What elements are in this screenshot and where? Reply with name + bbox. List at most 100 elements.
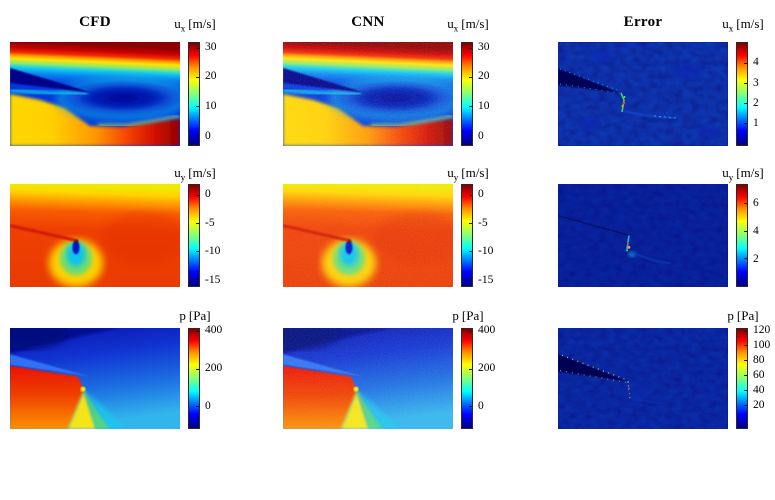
quantity-unit: [m/s]: [461, 165, 489, 180]
colorbar-tick-label: 4: [753, 56, 759, 69]
colorbar-gradient: [462, 185, 472, 286]
column-title-error: Error: [623, 14, 663, 30]
quantity-symbol: p: [452, 308, 459, 323]
quantity-symbol: u: [174, 165, 181, 180]
colorbar-tick-label: 120: [753, 323, 771, 336]
heatmap-uy-cfd: [10, 184, 180, 287]
colorbar-tick-mark: [469, 47, 472, 49]
colorbar-gradient: [737, 329, 747, 428]
quantity-subscript: x: [453, 23, 459, 34]
colorbar-tick-label: -10: [205, 245, 221, 258]
colorbar-tick-mark: [196, 134, 199, 136]
panel-ux-cnn: CNN ux [m/s] 30 20 10 0: [283, 12, 507, 148]
colorbar-tick-mark: [469, 278, 472, 280]
colorbar-tick-mark: [744, 404, 747, 406]
colorbar-tick-label: 10: [478, 99, 490, 112]
colorbar-tick-label: 1: [753, 117, 759, 130]
quantity-unit: [Pa]: [736, 308, 759, 323]
colorbar-tick-label: 0: [478, 188, 484, 201]
colorbar-tick-mark: [744, 82, 747, 84]
colorbar-tick-label: 100: [753, 338, 771, 351]
colorbar-gradient: [737, 43, 747, 145]
colorbar-tick-mark: [196, 223, 199, 225]
colorbar-gradient: [462, 43, 472, 145]
colorbar-ticks: 0 -5 -10 -15: [478, 184, 508, 287]
colorbar-tick-mark: [744, 360, 747, 362]
colorbar: [736, 184, 748, 287]
colorbar-gradient: [189, 329, 199, 428]
colorbar-ticks: 4 3 2 1: [753, 42, 775, 146]
quantity-unit: [m/s]: [188, 16, 216, 31]
quantity-symbol: u: [722, 165, 729, 180]
quantity-unit: [m/s]: [736, 165, 764, 180]
colorbar-tick-label: 400: [205, 324, 223, 337]
panel-p-cfd: p [Pa] 400 200 0: [10, 300, 234, 430]
colorbar-tick-mark: [744, 330, 747, 332]
heatmap-ux-error: [558, 42, 728, 146]
colorbar-tick-label: 2: [753, 252, 759, 265]
colorbar: [736, 328, 748, 429]
colorbar-tick-label: 3: [753, 76, 759, 89]
colorbar-tick-mark: [469, 330, 472, 332]
colorbar-tick-label: 20: [478, 70, 490, 83]
colorbar: [188, 328, 200, 429]
heatmap-svg: [10, 328, 180, 429]
colorbar-gradient: [462, 329, 472, 428]
colorbar-tick-label: 4: [753, 224, 759, 237]
colorbar-label: uy [m/s]: [150, 165, 240, 183]
quantity-subscript: x: [728, 23, 734, 34]
heatmap-svg: [558, 184, 728, 287]
colorbar-tick-label: -15: [478, 273, 494, 286]
colorbar-tick-label: 20: [753, 399, 765, 412]
panel-ux-cfd: CFD ux [m/s] 30 20 10 0: [10, 12, 234, 148]
colorbar-tick-label: -5: [478, 217, 488, 230]
colorbar-tick-mark: [469, 105, 472, 107]
quantity-unit: [m/s]: [188, 165, 216, 180]
colorbar-tick-label: 30: [205, 40, 217, 53]
colorbar-tick-mark: [744, 102, 747, 104]
colorbar-tick-label: -5: [205, 217, 215, 230]
colorbar-ticks: 120 100 80 60 40 20: [753, 324, 775, 429]
panel-p-cnn: p [Pa] 400 200 0: [283, 300, 507, 430]
colorbar-tick-mark: [469, 76, 472, 78]
heatmap-p-cnn: [283, 328, 453, 429]
quantity-subscript: x: [180, 23, 186, 34]
colorbar-tick-label: 80: [753, 353, 765, 366]
quantity-unit: [m/s]: [736, 16, 764, 31]
colorbar-tick-mark: [196, 278, 199, 280]
colorbar: [461, 184, 473, 287]
colorbar: [461, 42, 473, 146]
colorbar-gradient: [189, 43, 199, 145]
quantity-symbol: p: [727, 308, 734, 323]
colorbar-tick-mark: [469, 134, 472, 136]
colorbar: [736, 42, 748, 146]
colorbar-label: ux [m/s]: [698, 16, 775, 34]
colorbar-tick-mark: [744, 258, 747, 260]
heatmap-ux-cnn: [283, 42, 453, 146]
colorbar-tick-mark: [196, 195, 199, 197]
colorbar-tick-label: 200: [478, 362, 496, 375]
column-title-cfd: CFD: [79, 14, 111, 30]
colorbar-tick-label: 40: [753, 384, 765, 397]
quantity-symbol: u: [174, 16, 181, 31]
quantity-unit: [Pa]: [461, 308, 484, 323]
panel-uy-cfd: uy [m/s] 0 -5 -10 -15: [10, 156, 234, 288]
quantity-symbol: p: [179, 308, 186, 323]
colorbar-tick-mark: [196, 330, 199, 332]
colorbar-tick-label: 60: [753, 368, 765, 381]
column-title-cnn: CNN: [351, 14, 385, 30]
colorbar-ticks: 400 200 0: [478, 324, 508, 429]
quantity-subscript: y: [180, 172, 186, 183]
colorbar-tick-label: 30: [478, 40, 490, 53]
quantity-symbol: u: [722, 16, 729, 31]
colorbar-tick-label: 2: [753, 96, 759, 109]
colorbar-tick-mark: [744, 389, 747, 391]
heatmap-ux-cfd: [10, 42, 180, 146]
heatmap-svg: [283, 184, 453, 287]
colorbar-tick-mark: [744, 230, 747, 232]
quantity-subscript: y: [728, 172, 734, 183]
heatmap-svg: [10, 184, 180, 287]
colorbar-tick-mark: [744, 375, 747, 377]
colorbar-tick-label: 6: [753, 196, 759, 209]
